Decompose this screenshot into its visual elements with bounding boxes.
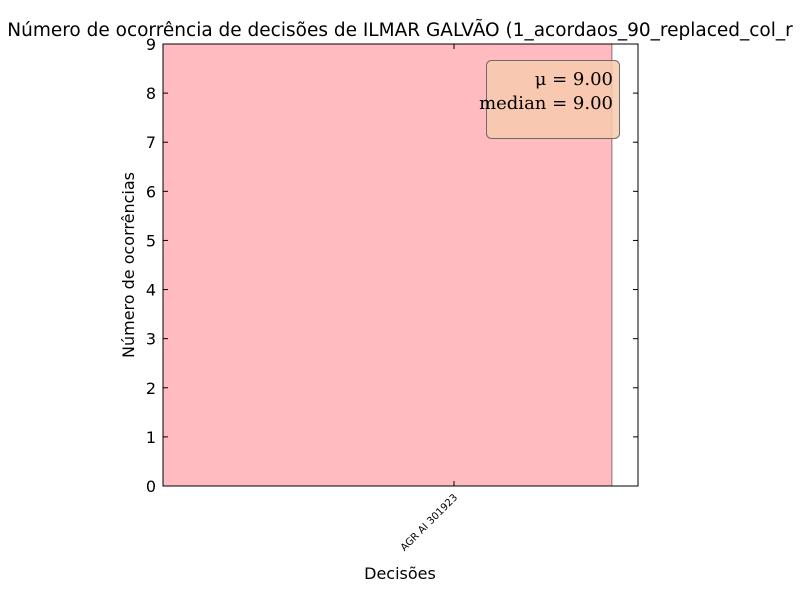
stats-box: μ = 9.00 median = 9.00 [479,60,620,139]
plot-frame [162,43,639,487]
y-tick-label: 3 [146,330,156,349]
y-tick-label: 9 [146,35,156,54]
x-axis-label: Decisões [364,564,436,583]
y-axis-ticks: 0 1 2 3 4 5 6 7 8 9 [146,35,638,496]
y-tick-label: 0 [146,477,156,496]
chart-title: Número de ocorrência de decisões de ILMA… [7,19,793,41]
stats-median-label: median = 9.00 [479,93,613,114]
y-tick-label: 4 [146,281,156,300]
y-axis-label: Número de ocorrências [119,172,138,358]
y-tick-label: 8 [146,84,156,103]
y-tick-label: 7 [146,133,156,152]
stats-box-background [486,60,620,139]
stats-mean-label: μ = 9.00 [535,69,613,90]
y-tick-label: 1 [146,428,156,447]
y-tick-label: 6 [146,182,156,201]
y-tick-label: 5 [146,231,156,250]
x-tick-label: AGR AI 301923 [399,492,460,553]
y-tick-label: 2 [146,379,156,398]
